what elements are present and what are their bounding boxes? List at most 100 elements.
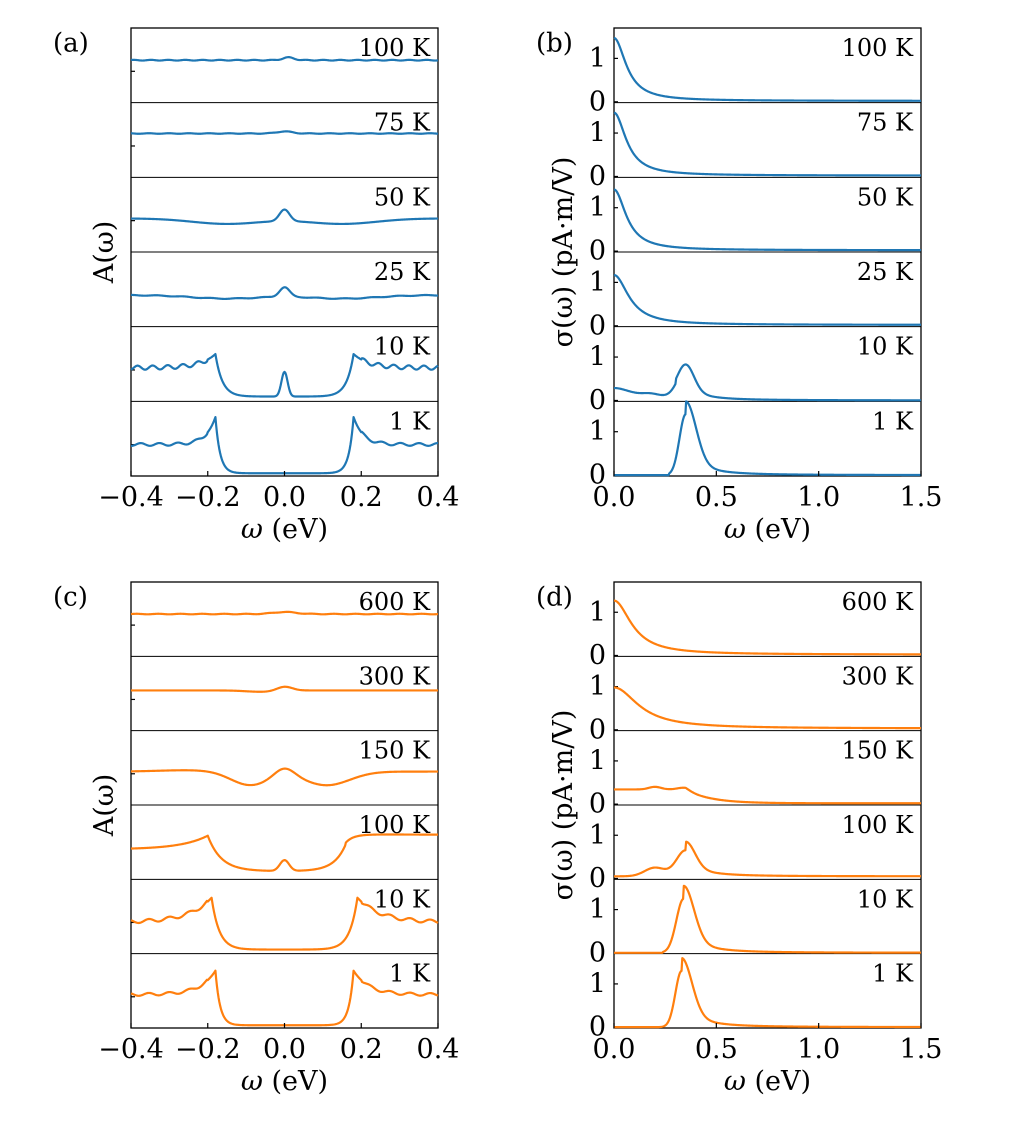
x-tick-label: 0.5: [695, 482, 738, 513]
temperature-label: 25 K: [857, 258, 914, 286]
temperature-label: 50 K: [857, 183, 914, 211]
x-tick-label: −0.4: [98, 482, 164, 513]
temperature-label: 10 K: [374, 333, 431, 361]
temperature-label: 150 K: [842, 737, 914, 765]
temperature-label: 100 K: [359, 811, 431, 839]
series-line-50k: [613, 188, 922, 252]
x-tick-label: 1.0: [797, 1034, 840, 1065]
x-tick-label: −0.2: [175, 1034, 241, 1065]
x-axis-label: ω (eV): [241, 1066, 328, 1097]
y-axis-label: σ(ω) (pA·m/V): [548, 157, 579, 348]
y-tick-label: 1: [589, 894, 606, 925]
series-line-25k: [130, 286, 439, 301]
y-tick-label: 0: [589, 86, 606, 117]
series-line-75k: [613, 111, 922, 177]
panel-b: (b)01 100 K01 75 K01 50 K01 25 K01 10 K01 1 K0…: [536, 27, 943, 545]
temperature-label: 75 K: [857, 109, 914, 137]
y-tick-label: 1: [589, 745, 606, 776]
y-tick-label: 1: [589, 43, 606, 74]
panel-label: (a): [53, 28, 89, 58]
y-axis-label: A(ω): [89, 221, 120, 285]
temperature-label: 100 K: [842, 811, 914, 839]
series-line-100k: [130, 833, 439, 872]
y-tick-label: 0: [589, 310, 606, 341]
temperature-label: 600 K: [842, 588, 914, 616]
x-tick-label: 0.0: [593, 482, 636, 513]
y-tick-label: 0: [589, 1012, 606, 1043]
series-line-100k: [613, 36, 922, 102]
x-axis-label: ω (eV): [724, 514, 811, 545]
y-tick-label: 1: [589, 267, 606, 298]
x-tick-label: 1.0: [797, 482, 840, 513]
y-axis-label: A(ω): [89, 774, 120, 838]
x-tick-label: 0.0: [263, 1034, 306, 1065]
series-line-75k: [130, 130, 439, 135]
temperature-label: 600 K: [359, 588, 431, 616]
temperature-label: 10 K: [857, 885, 914, 913]
y-tick-label: 0: [589, 385, 606, 416]
y-tick-label: 1: [589, 416, 606, 447]
y-tick-label: 0: [589, 161, 606, 192]
series-line-1k: [613, 400, 922, 477]
temperature-label: 300 K: [359, 662, 431, 690]
series-line-150k: [130, 767, 439, 787]
panel-c: (c) 600 K 300 K 150 K 100 K 10 K 1 K −0.4 −0.2 0.…: [53, 581, 460, 1097]
temperature-label: 25 K: [374, 258, 431, 286]
y-tick-label: 0: [589, 714, 606, 745]
x-tick-label: 1.5: [900, 482, 943, 513]
y-tick-label: 1: [589, 118, 606, 149]
x-tick-label: 0.5: [695, 1034, 738, 1065]
x-axis-label: ω (eV): [724, 1066, 811, 1097]
series-line-300k: [130, 685, 439, 693]
x-tick-label: 0.0: [263, 482, 306, 513]
x-tick-label: 0.0: [593, 1034, 636, 1065]
series-line-100k: [613, 840, 922, 878]
temperature-label: 150 K: [359, 737, 431, 765]
temperature-label: 10 K: [857, 333, 914, 361]
temperature-label: 100 K: [842, 34, 914, 62]
panel-label: (c): [53, 582, 88, 612]
x-tick-label: −0.4: [98, 1034, 164, 1065]
x-tick-label: 0.4: [417, 482, 460, 513]
y-tick-label: 0: [589, 789, 606, 820]
y-tick-label: 0: [589, 863, 606, 894]
y-tick-label: 0: [589, 937, 606, 968]
x-axis-label: ω (eV): [241, 514, 328, 545]
temperature-label: 1 K: [389, 407, 431, 435]
series-line-10k: [613, 884, 922, 954]
series-line-10k: [130, 352, 439, 398]
panel-label: (d): [536, 582, 573, 612]
y-tick-label: 1: [589, 968, 606, 999]
y-tick-label: 1: [589, 597, 606, 628]
temperature-label: 100 K: [359, 34, 431, 62]
panel-a: (a) 100 K 75 K 50 K 25 K 10 K 1 K −0.4 −0.2 0.0 0.…: [53, 27, 460, 545]
series-line-600k: [613, 599, 922, 656]
x-tick-label: 0.2: [340, 1034, 383, 1065]
y-tick-label: 0: [589, 640, 606, 671]
y-tick-label: 0: [589, 460, 606, 491]
x-tick-label: −0.2: [175, 482, 241, 513]
temperature-label: 1 K: [872, 407, 914, 435]
series-line-100k: [130, 56, 439, 62]
series-line-1k: [613, 957, 922, 1029]
y-tick-label: 1: [589, 671, 606, 702]
x-tick-label: 1.5: [900, 1034, 943, 1065]
series-line-10k: [130, 896, 439, 951]
panel-label: (b): [536, 28, 573, 58]
series-line-50k: [130, 208, 439, 226]
y-tick-label: 1: [589, 820, 606, 851]
temperature-label: 75 K: [374, 109, 431, 137]
y-axis-label: σ(ω) (pA·m/V): [548, 710, 579, 901]
temperature-label: 1 K: [389, 960, 431, 988]
series-line-25k: [613, 273, 922, 326]
y-tick-label: 0: [589, 236, 606, 267]
series-line-150k: [613, 785, 922, 805]
temperature-label: 10 K: [374, 885, 431, 913]
x-tick-label: 0.4: [417, 1034, 460, 1065]
panel-d: (d)01 600 K01 300 K01 150 K01 100 K01 10 K01 1…: [536, 581, 943, 1097]
x-tick-label: 0.2: [340, 482, 383, 513]
series-line-600k: [130, 610, 439, 616]
temperature-label: 1 K: [872, 960, 914, 988]
series-line-10k: [613, 363, 922, 402]
